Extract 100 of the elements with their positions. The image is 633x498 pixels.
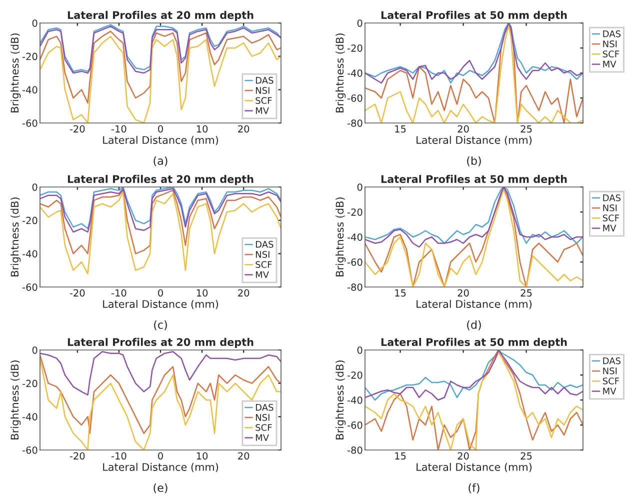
x-tick-label: 0 bbox=[158, 452, 163, 460]
x-tick-label: 20 bbox=[458, 289, 469, 297]
x-tick-label: -20 bbox=[70, 289, 85, 297]
x-tick-label: 15 bbox=[395, 125, 406, 133]
y-axis-title: Brightness (dB) bbox=[336, 34, 346, 112]
x-tick-label: 20 bbox=[458, 452, 469, 460]
y-tick-label: -20 bbox=[348, 208, 362, 216]
x-tick-label: 20 bbox=[238, 289, 250, 297]
legend-label: MV bbox=[603, 60, 616, 68]
line-series bbox=[40, 354, 281, 434]
y-tick-label: -60 bbox=[348, 421, 362, 429]
y-tick-label: 0 bbox=[32, 183, 38, 191]
legend-label: SCF bbox=[602, 378, 620, 384]
x-axis-title: Lateral Distance (mm) bbox=[103, 136, 218, 146]
y-tick-label: -60 bbox=[348, 258, 362, 266]
x-axis-title: Lateral Distance (mm) bbox=[103, 300, 218, 310]
legend-label: NSI bbox=[256, 87, 270, 94]
legend-label: NSI bbox=[256, 251, 270, 258]
text: (d) bbox=[467, 320, 481, 330]
legend-label: MV bbox=[256, 271, 269, 278]
y-tick-label: -20 bbox=[348, 44, 362, 52]
legend-label: NSI bbox=[603, 40, 617, 48]
legend-label: SCF bbox=[256, 261, 272, 268]
text: (b) bbox=[467, 156, 481, 166]
y-tick-label: -60 bbox=[22, 283, 38, 291]
chart-title: Lateral Profiles at 20 mm depth bbox=[68, 10, 254, 21]
y-axis-title: Brightness (dB) bbox=[10, 360, 21, 440]
text: (f) bbox=[468, 483, 480, 494]
y-tick-label: -80 bbox=[348, 446, 362, 454]
y-tick-label: -80 bbox=[348, 283, 362, 291]
x-axis-title: Lateral Distance (mm) bbox=[416, 462, 532, 472]
chart-title: Lateral Profiles at 50 mm depth bbox=[381, 10, 567, 21]
x-axis-title: Lateral Distance (mm) bbox=[416, 136, 532, 146]
x-axis-title: Lateral Distance (mm) bbox=[416, 300, 532, 310]
y-tick-label: -40 bbox=[22, 250, 38, 258]
y-tick-label: -40 bbox=[348, 396, 362, 404]
x-tick-label: 25 bbox=[520, 452, 532, 460]
y-tick-label: -40 bbox=[22, 86, 38, 94]
legend-label: NSI bbox=[256, 414, 270, 421]
legend-label: MV bbox=[603, 388, 616, 394]
x-tick-label: 20 bbox=[238, 452, 250, 460]
legend-label: SCF bbox=[256, 97, 272, 104]
legend-label: NSI bbox=[603, 204, 617, 212]
chart-title: Lateral Profiles at 50 mm depth bbox=[381, 338, 567, 348]
x-tick-label: -10 bbox=[111, 452, 126, 460]
x-tick-label: -10 bbox=[111, 289, 126, 297]
x-tick-label: 20 bbox=[458, 125, 469, 133]
legend-label: MV bbox=[603, 224, 616, 232]
y-tick-label: 0 bbox=[357, 346, 362, 354]
y-tick-label: -20 bbox=[22, 52, 38, 60]
x-tick-label: 0 bbox=[158, 289, 163, 297]
y-tick-label: -20 bbox=[348, 371, 362, 379]
x-tick-label: 15 bbox=[395, 289, 406, 297]
legend-label: SCF bbox=[256, 424, 272, 431]
x-tick-label: 25 bbox=[520, 125, 532, 133]
y-tick-label: -60 bbox=[22, 119, 38, 127]
y-tick-label: -40 bbox=[348, 69, 362, 77]
legend-label: DAS bbox=[256, 404, 274, 411]
legend-label: DAS bbox=[603, 30, 621, 38]
x-tick-label: 15 bbox=[395, 452, 406, 460]
legend-label: NSI bbox=[603, 367, 617, 374]
line-series bbox=[365, 24, 583, 123]
legend-label: SCF bbox=[602, 214, 620, 222]
y-axis-title: Brightness (dB) bbox=[10, 34, 21, 112]
legend-label: DAS bbox=[603, 194, 621, 202]
text: (c) bbox=[154, 320, 167, 330]
y-tick-label: -40 bbox=[348, 233, 362, 241]
y-tick-label: -80 bbox=[348, 119, 362, 127]
legend-label: SCF bbox=[602, 50, 620, 58]
legend-label: MV bbox=[256, 434, 269, 441]
x-tick-label: 0 bbox=[158, 125, 163, 133]
x-tick-label: 10 bbox=[196, 125, 208, 133]
y-tick-label: -60 bbox=[348, 94, 362, 102]
legend-label: DAS bbox=[256, 240, 274, 248]
text: (e) bbox=[154, 483, 168, 494]
x-tick-label: 10 bbox=[196, 289, 208, 297]
x-tick-label: 25 bbox=[520, 289, 532, 297]
chart-title: Lateral Profiles at 20 mm depth bbox=[68, 338, 254, 348]
y-tick-label: -40 bbox=[22, 413, 38, 420]
x-tick-label: -20 bbox=[70, 125, 85, 133]
y-tick-label: 0 bbox=[32, 19, 38, 27]
legend-label: DAS bbox=[256, 76, 274, 84]
x-tick-label: -10 bbox=[111, 125, 126, 133]
line-series bbox=[40, 30, 281, 104]
y-axis-title: Brightness (dB) bbox=[336, 198, 346, 276]
chart-title: Lateral Profiles at 20 mm depth bbox=[68, 174, 254, 185]
y-axis-title: Brightness (dB) bbox=[336, 360, 346, 440]
y-tick-label: 0 bbox=[32, 346, 38, 354]
y-axis-title: Brightness (dB) bbox=[10, 198, 21, 276]
chart-title: Lateral Profiles at 50 mm depth bbox=[381, 174, 567, 185]
text: (a) bbox=[154, 156, 168, 166]
y-tick-label: 0 bbox=[357, 19, 362, 27]
y-tick-label: 0 bbox=[357, 183, 362, 191]
y-tick-label: -20 bbox=[22, 380, 38, 388]
x-axis-title: Lateral Distance (mm) bbox=[103, 462, 218, 472]
y-tick-label: -20 bbox=[22, 216, 38, 224]
y-tick-label: -60 bbox=[22, 446, 38, 454]
x-tick-label: 10 bbox=[196, 452, 208, 460]
legend-label: DAS bbox=[603, 357, 621, 364]
legend-label: MV bbox=[256, 107, 269, 114]
